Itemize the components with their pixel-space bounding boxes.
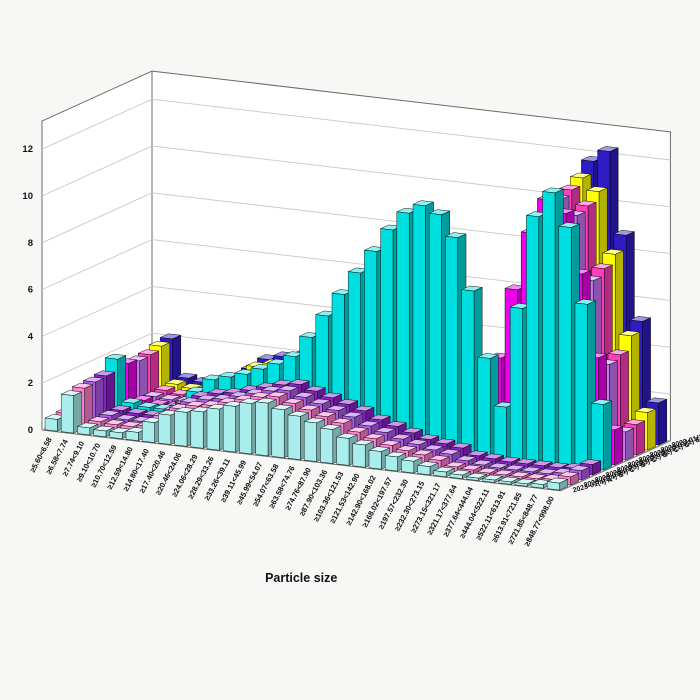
svg-text:4: 4 [28,331,34,342]
x-axis-title: Particle size [265,571,337,585]
svg-text:2: 2 [28,378,33,389]
y-axis-labels: 0 2 4 6 8 10 12 [22,144,33,436]
bars-series-2023-01(4)-A [44,390,569,491]
svg-text:0: 0 [28,425,33,436]
svg-text:10: 10 [22,191,33,202]
svg-text:6: 6 [28,285,33,296]
svg-text:Particle size: Particle size [265,571,337,585]
gridlines [41,98,671,442]
svg-text:12: 12 [22,144,33,155]
bars [44,146,668,491]
svg-text:8: 8 [28,238,33,249]
